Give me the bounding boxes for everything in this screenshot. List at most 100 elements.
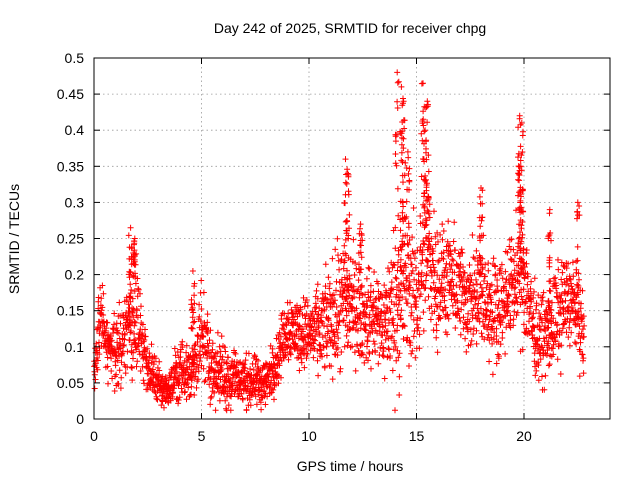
- data-point: [563, 281, 569, 288]
- data-point: [449, 302, 456, 309]
- data-point: [574, 257, 581, 264]
- data-point: [531, 288, 537, 295]
- data-point: [420, 116, 427, 123]
- data-point: [457, 331, 464, 338]
- data-point: [539, 319, 546, 326]
- data-point: [262, 401, 269, 408]
- data-point: [313, 328, 320, 335]
- data-point: [473, 327, 480, 334]
- data-point: [573, 340, 580, 347]
- data-point: [521, 264, 528, 270]
- data-point: [395, 78, 402, 85]
- data-point: [491, 329, 498, 336]
- data-point: [581, 322, 588, 329]
- data-point: [523, 298, 530, 305]
- data-point: [420, 122, 427, 129]
- data-point: [460, 314, 467, 321]
- data-point: [203, 328, 210, 335]
- data-point: [183, 342, 190, 349]
- data-point: [580, 333, 587, 340]
- data-point: [437, 231, 444, 238]
- data-point: [304, 302, 311, 309]
- data-point: [333, 304, 340, 310]
- data-point: [565, 260, 572, 267]
- data-point: [375, 360, 382, 367]
- data-point: [111, 310, 118, 317]
- data-point: [374, 305, 381, 312]
- data-point: [420, 240, 427, 247]
- data-point: [128, 328, 134, 334]
- data-point: [466, 262, 473, 268]
- data-point: [424, 263, 431, 269]
- data-point: [558, 292, 565, 299]
- data-point: [190, 348, 197, 355]
- data-point: [566, 324, 573, 331]
- data-point: [389, 333, 396, 340]
- y-tick-label: 0.2: [65, 267, 85, 283]
- data-point: [408, 309, 415, 316]
- data-point: [551, 275, 557, 282]
- data-point: [130, 254, 137, 261]
- data-point: [351, 272, 358, 278]
- data-point: [245, 350, 252, 357]
- data-point: [408, 350, 415, 357]
- data-point: [392, 343, 399, 350]
- data-point: [232, 350, 239, 357]
- data-point: [392, 274, 399, 281]
- data-point: [135, 286, 142, 293]
- data-point: [498, 270, 505, 277]
- data-point: [496, 353, 502, 360]
- data-point: [425, 208, 432, 215]
- data-point: [516, 172, 523, 179]
- data-point: [484, 300, 491, 307]
- data-point: [440, 249, 447, 256]
- data-point: [224, 360, 230, 367]
- data-point: [514, 309, 521, 316]
- data-point: [195, 368, 202, 375]
- data-point: [208, 349, 215, 356]
- data-point: [519, 296, 526, 303]
- data-point: [404, 300, 411, 307]
- data-point: [332, 340, 339, 347]
- data-point: [123, 297, 130, 304]
- data-point: [552, 274, 559, 281]
- data-point: [116, 367, 123, 374]
- data-point: [550, 341, 557, 348]
- data-point: [412, 264, 419, 271]
- data-point: [532, 372, 539, 379]
- data-point: [365, 264, 372, 271]
- data-point: [412, 294, 419, 301]
- data-point: [546, 278, 553, 285]
- data-point: [374, 317, 381, 324]
- data-point: [477, 223, 484, 230]
- data-point: [312, 333, 319, 340]
- data-point: [351, 349, 358, 356]
- y-tick-labels: 0 0.05 0.1 0.15 0.2 0.25 0.3 0.35 0.4 0.45 0.5: [57, 50, 84, 427]
- y-tick-label: 0.3: [65, 194, 85, 210]
- data-point: [315, 323, 322, 329]
- data-point: [412, 354, 419, 361]
- data-point: [363, 298, 370, 305]
- data-point: [516, 234, 523, 241]
- data-point: [515, 150, 522, 157]
- data-point: [406, 290, 413, 297]
- data-point: [520, 246, 527, 252]
- data-point: [218, 366, 225, 373]
- data-point: [269, 345, 276, 352]
- data-point: [499, 335, 506, 341]
- data-point: [574, 314, 581, 320]
- data-point: [423, 217, 430, 224]
- data-point: [156, 358, 163, 365]
- data-point: [120, 342, 127, 349]
- data-point: [422, 222, 429, 229]
- data-point: [353, 321, 360, 328]
- data-point: [480, 310, 487, 317]
- data-point: [407, 284, 414, 291]
- data-point: [516, 177, 523, 184]
- data-point: [477, 281, 484, 288]
- data-point: [572, 339, 578, 346]
- data-point: [294, 313, 301, 320]
- data-point: [577, 348, 584, 355]
- data-point: [364, 333, 371, 340]
- data-point: [175, 400, 182, 407]
